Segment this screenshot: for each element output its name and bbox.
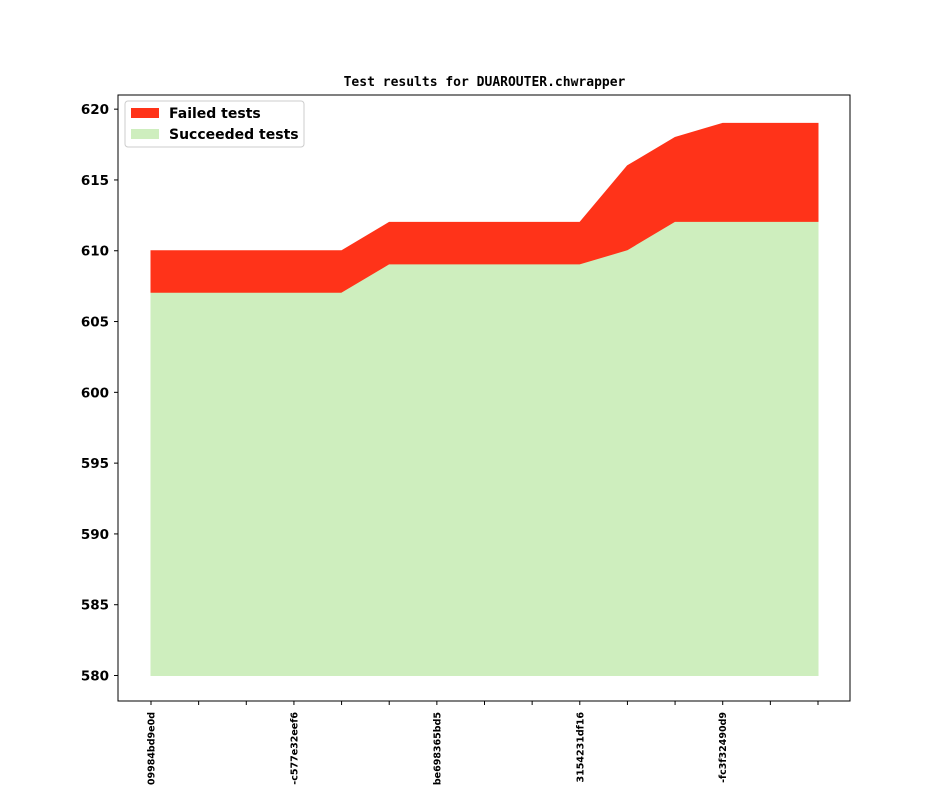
chart-title: Test results for DUAROUTER.chwrapper [344,75,626,90]
legend-label: Succeeded tests [169,127,299,143]
y-tick-label: 620 [81,102,109,118]
succeeded-tests-area [150,221,819,677]
x-tick-label: be698365bd5 [432,712,443,785]
legend-box [124,100,305,148]
y-tick-label: 585 [81,598,109,614]
y-tick-label: 595 [81,456,109,472]
x-tick-label: 09984bd9e0d [147,712,158,785]
legend-label: Failed tests [169,106,261,122]
x-tick-label: -c577e32eef6 [289,712,300,785]
y-tick-label: 605 [81,315,109,331]
legend-swatch [131,129,159,139]
y-tick-label: 580 [81,669,109,685]
x-tick-label: -fc3f32490d9 [718,712,729,783]
y-tick-label: 615 [81,173,109,189]
legend: Failed tests Succeeded tests [124,100,305,148]
chart-areas [150,122,819,677]
x-tick-label: 3154231df16 [575,712,586,783]
x-axis: 09984bd9e0d -c577e32eef6 be698365bd5 315423… [147,701,819,785]
y-tick-label: 600 [81,385,109,401]
y-axis: 580 585 590 595 600 605 610 615 620 [81,102,118,685]
y-tick-label: 610 [81,244,109,260]
legend-swatch [131,108,159,118]
y-tick-label: 590 [81,527,109,543]
